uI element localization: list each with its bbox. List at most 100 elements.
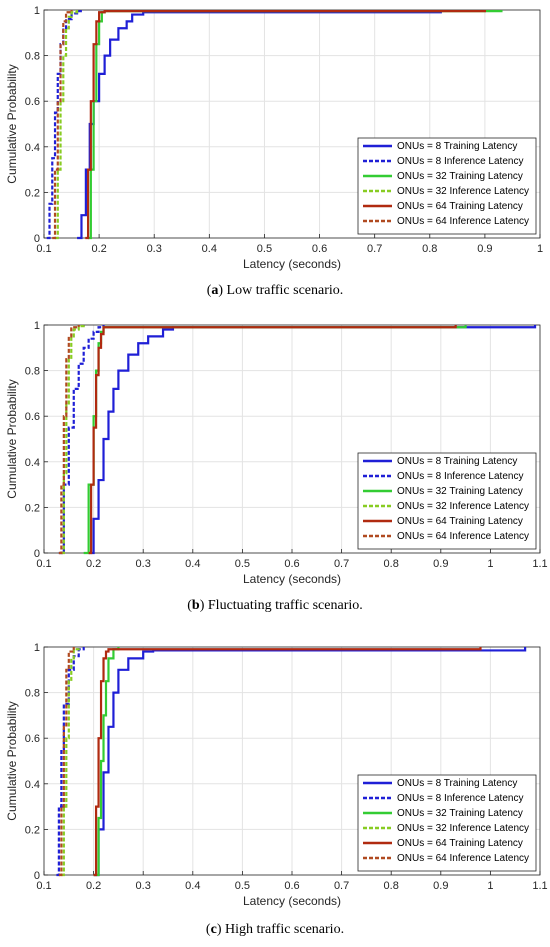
series-line-2 [56,647,85,877]
x-tick-label: 0.9 [477,243,492,255]
caption-b: (b) Fluctuating traffic scenario. [187,598,363,613]
cdf-chart-fluctuating-traffic: 0.1 0.2 0.3 0.4 0.5 0.6 0.7 0.8 0.9 1 1.1 0 0.2 0.4 0.… [5,320,548,586]
y-tick-label: 0.2 [25,187,40,199]
series-line-2 [46,10,84,240]
y-tick-label: 0 [34,870,40,882]
legend-entry-label: ONUs = 64 Inference Latency [397,853,529,864]
legend-entry-label: ONUs = 64 Training Latency [397,516,523,527]
legend-entry-label: ONUs = 32 Training Latency [397,808,523,819]
x-tick-label: 0.4 [202,243,217,255]
y-tick-label: 0 [34,233,40,245]
series-line-5 [88,325,457,555]
legend-entry-label: ONUs = 8 Training Latency [397,141,517,152]
y-tick-label: 0 [34,548,40,560]
legend-entry-label: ONUs = 32 Inference Latency [397,823,529,834]
x-tick-label: 1.1 [532,558,547,570]
x-tick-label: 0.2 [86,880,101,892]
series-line-4 [61,325,85,555]
x-axis-label: Latency (seconds) [243,572,341,586]
x-tick-label: 0.3 [136,880,151,892]
y-tick-label: 1 [34,642,40,654]
x-tick-label: 0.4 [185,880,200,892]
x-tick-label: 0.1 [36,558,51,570]
legend-entry-label: ONUs = 64 Training Latency [397,201,523,212]
x-tick-label: 0.9 [433,880,448,892]
y-tick-label: 0.8 [25,688,40,700]
x-tick-label: 0.8 [422,243,437,255]
chart-panel-b: 0.1 0.2 0.3 0.4 0.5 0.6 0.7 0.8 0.9 1 1.1 0 0.2 0.4 0.… [0,315,550,595]
x-axis-label: Latency (seconds) [243,894,341,908]
series-line-4 [55,10,79,240]
series-line-6 [58,647,75,877]
y-tick-label: 0.4 [25,142,40,154]
y-tick-label: 0.6 [25,411,40,423]
legend-entry-label: ONUs = 8 Training Latency [397,456,517,467]
y-axis-label: Cumulative Probability [5,379,19,498]
legend: ONUs = 8 Training Latency ONUs = 8 Infere… [357,452,537,550]
legend-entry-label: ONUs = 64 Inference Latency [397,531,529,542]
x-tick-label: 0.6 [284,558,299,570]
series-line-5 [85,10,486,240]
y-tick-label: 1 [34,5,40,17]
cdf-chart-low-traffic: 0.1 0.2 0.3 0.4 0.5 0.6 0.7 0.8 0.9 1 0 0.2 0.4 0.6 0.… [5,5,543,271]
series-line-4 [61,647,80,877]
legend-entry-label: ONUs = 32 Inference Latency [397,501,529,512]
cdf-chart-high-traffic: 0.1 0.2 0.3 0.4 0.5 0.6 0.7 0.8 0.9 1 1.1 0 0.2 0.4 0.… [5,642,548,908]
y-tick-label: 1 [34,320,40,332]
y-axis-label: Cumulative Probability [5,64,19,183]
legend-box [357,774,537,872]
x-tick-label: 0.6 [284,880,299,892]
legend-entry-label: ONUs = 32 Training Latency [397,171,523,182]
legend-entry-label: ONUs = 8 Inference Latency [397,471,523,482]
plot-area-border [43,9,541,239]
chart-panel-c: 0.1 0.2 0.3 0.4 0.5 0.6 0.7 0.8 0.9 1 1.1 0 0.2 0.4 0.… [0,637,550,917]
y-axis-label: Cumulative Probability [5,701,19,820]
y-tick-label: 0.2 [25,824,40,836]
y-tick-label: 0.6 [25,96,40,108]
x-tick-label: 0.3 [147,243,162,255]
x-tick-label: 0.5 [235,880,250,892]
legend-entry-label: ONUs = 32 Training Latency [397,486,523,497]
x-tick-label: 0.2 [91,243,106,255]
x-tick-label: 1 [487,558,493,570]
x-tick-label: 1 [487,880,493,892]
x-tick-label: 0.7 [334,880,349,892]
x-tick-label: 0.5 [257,243,272,255]
x-tick-label: 0.5 [235,558,250,570]
legend-box [357,452,537,550]
x-tick-label: 0.9 [433,558,448,570]
legend-entry-label: ONUs = 32 Inference Latency [397,186,529,197]
x-tick-label: 0.1 [36,880,51,892]
y-tick-label: 0.8 [25,366,40,378]
y-tick-label: 0.4 [25,457,40,469]
legend-entry-label: ONUs = 64 Training Latency [397,838,523,849]
legend-entry-label: ONUs = 8 Inference Latency [397,793,523,804]
x-tick-label: 0.4 [185,558,200,570]
chart-panel-a: 0.1 0.2 0.3 0.4 0.5 0.6 0.7 0.8 0.9 1 0 0.2 0.4 0.6 0.… [0,0,550,280]
x-tick-label: 0.3 [136,558,151,570]
legend-box [357,137,537,235]
legend-entry-label: ONUs = 64 Inference Latency [397,216,529,227]
x-tick-label: 0.1 [36,243,51,255]
series-line-1 [93,647,527,877]
y-tick-label: 0.4 [25,779,40,791]
x-tick-label: 1.1 [532,880,547,892]
caption-a: (a) Low traffic scenario. [206,283,344,298]
x-tick-label: 0.7 [367,243,382,255]
x-tick-label: 0.7 [334,558,349,570]
x-tick-label: 0.8 [384,558,399,570]
x-tick-label: 1 [537,243,543,255]
y-tick-label: 0.8 [25,51,40,63]
legend: ONUs = 8 Training Latency ONUs = 8 Infere… [357,137,537,235]
series-line-3 [93,647,120,877]
x-tick-label: 0.2 [86,558,101,570]
y-tick-label: 0.2 [25,502,40,514]
x-axis-label: Latency (seconds) [243,257,341,271]
legend-entry-label: ONUs = 8 Training Latency [397,778,517,789]
x-tick-label: 0.6 [312,243,327,255]
legend: ONUs = 8 Training Latency ONUs = 8 Infere… [357,774,537,872]
series-line-5 [93,647,482,877]
series-line-2 [58,325,105,555]
series-line-1 [88,325,537,555]
legend-entry-label: ONUs = 8 Inference Latency [397,156,523,167]
